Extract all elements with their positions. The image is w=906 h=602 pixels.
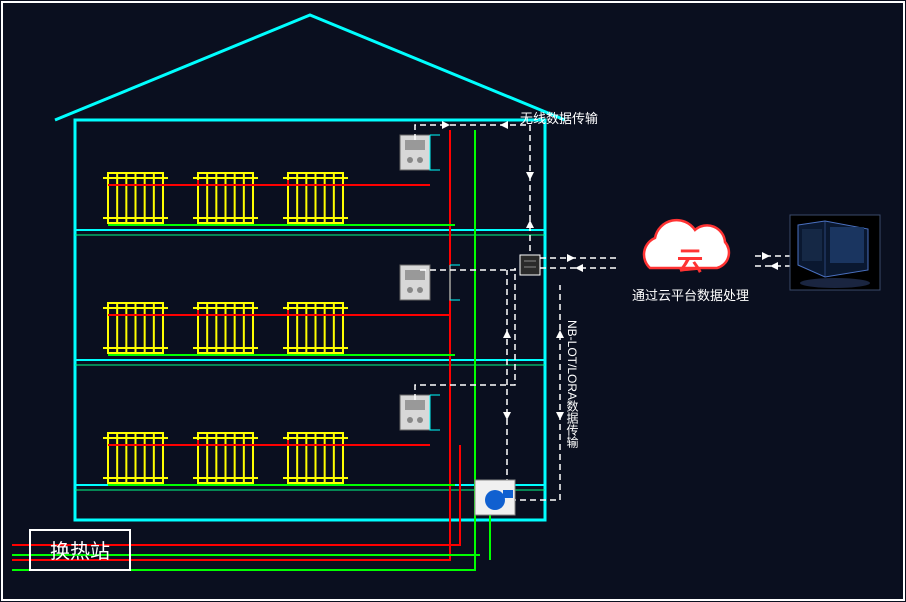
arrow-icon	[526, 220, 534, 228]
arrow-icon	[442, 121, 450, 129]
label-nb: NB-LOT/LORA数据传输	[564, 320, 581, 448]
comm-line-6	[500, 285, 560, 500]
arrow-icon	[526, 172, 534, 180]
arrow-icon	[575, 264, 583, 272]
arrow-icon	[567, 254, 575, 262]
gateway-box	[520, 255, 540, 275]
station-label: 换热站	[50, 540, 110, 563]
pipe-supply-0	[108, 180, 430, 185]
arrow-icon	[503, 330, 511, 338]
arrow-icon	[503, 412, 511, 420]
frame	[2, 2, 904, 600]
arrow-icon	[556, 330, 564, 338]
label-cloud-sub: 通过云平台数据处理	[632, 285, 749, 304]
arrow-icon	[556, 412, 564, 420]
diagram-svg: 云换热站	[0, 0, 906, 602]
roof	[55, 15, 565, 120]
arrow-icon	[762, 252, 770, 260]
cloud-label: 云	[677, 247, 703, 276]
pipe-supply-1	[108, 310, 450, 315]
arrow-icon	[770, 262, 778, 270]
pipe-supply-3	[12, 130, 450, 560]
label-wireless: 无线数据传输	[520, 108, 598, 127]
pipe-supply-2	[108, 440, 430, 445]
arrow-icon	[500, 121, 508, 129]
comm-line-0	[415, 125, 530, 258]
bracket-2	[430, 395, 440, 430]
valve-icon	[485, 490, 505, 510]
bracket-0	[430, 135, 440, 170]
